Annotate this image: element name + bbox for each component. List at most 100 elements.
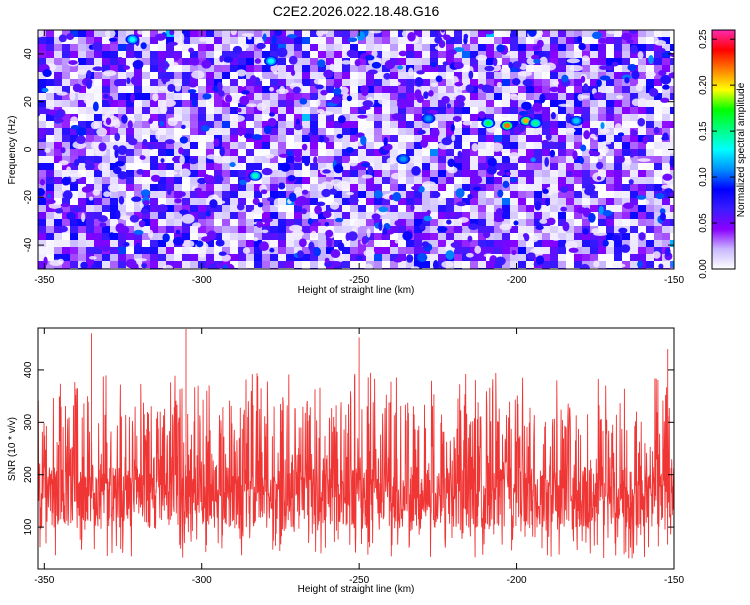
spectrogram-cell [174,247,183,255]
spectrogram-cell [182,86,191,94]
spectrogram-cell [638,142,647,150]
spectrogram-cell [622,205,631,213]
spectrogram-cell [406,261,415,269]
spectrogram-cell [126,86,135,94]
spectrogram-blob [441,137,453,146]
spectrogram-cell [430,86,439,94]
spectrogram-cell [190,135,199,143]
spectrogram-cell [198,114,207,122]
spectrogram-cell [526,205,535,213]
spectrogram-cell [654,261,663,269]
spectrogram-cell [462,79,471,87]
spectrogram-cell [270,261,279,269]
spectrogram-cell [230,86,239,94]
spectrogram-cell [70,233,79,241]
spectrogram-cell [118,86,127,94]
spectrogram-blob [658,263,664,269]
spectrogram-blob [367,165,374,175]
spectrogram-gap [198,37,208,42]
spectrogram-cell [62,156,71,164]
spectrogram-blob [371,213,381,221]
spectrogram-cell [198,170,207,178]
spectrogram-cell [38,93,47,101]
spectrogram-cell [62,58,71,66]
spectrogram-cell [598,44,607,52]
spectrogram-blob [410,204,415,211]
spectrogram-cell [278,254,287,262]
spectrogram-cell [126,128,135,136]
spectrogram-cell [406,135,415,143]
spectrogram-blob [397,65,403,70]
spectrogram-cell [334,142,343,150]
spectrogram-gap [167,117,182,122]
spectrogram-cell [390,177,399,185]
spectrogram-blob [157,204,168,213]
spectrogram-cell [230,65,239,73]
spectrogram-blob [205,210,211,217]
spectrogram-cell [646,51,655,59]
spectrogram-cell [126,205,135,213]
spectrogram-cell [526,142,535,150]
spectrogram-cell [486,58,495,66]
spectrogram-cell [86,170,95,178]
spectrogram-blob [62,190,73,200]
spectrogram-cell [598,51,607,59]
spectrogram-cell [166,212,175,220]
spectrogram-cell [542,79,551,87]
spectrogram-cell [238,198,247,206]
spectrogram-cell [246,184,255,192]
spectrogram-cell [198,44,207,52]
spectrogram-cell [70,44,79,52]
spectrogram-cell [598,142,607,150]
spectrogram-cell [430,58,439,66]
spectrogram-blob [91,41,103,52]
spectrogram-cell [630,149,639,157]
spectrogram-cell [294,72,303,80]
spectrogram-cell [230,247,239,255]
spectrogram-blob [122,65,131,70]
spectrogram-cell [390,128,399,136]
spectrogram-cell [150,212,159,220]
spectrogram-gap [451,134,456,142]
spectrogram-gap [66,166,72,174]
spectrogram-blob [420,139,429,148]
spectrogram-cell [286,212,295,220]
spectrogram-cell [542,107,551,115]
spectrogram-cell [142,142,151,150]
spectrogram-cell [646,261,655,269]
spectrogram-cell [550,247,559,255]
spectrogram-cell [382,212,391,220]
spectrogram-cell [342,254,351,262]
spectrogram-cell [150,205,159,213]
spectrogram-cell [134,191,143,199]
spectrogram-blob [316,201,326,206]
spectrogram-cell [206,128,215,136]
spectrogram-blob [174,198,182,204]
spectrogram-cell [414,121,423,129]
spectrogram-cell [462,100,471,108]
spectrogram-gap [92,189,101,196]
spectrogram-blob [322,169,331,174]
spectrogram-blob [181,124,186,129]
spectrogram-cell [86,128,95,136]
spectrogram-cell [398,205,407,213]
spectrogram-cell [582,107,591,115]
spectrogram-gap [182,239,195,248]
spectrogram-cell [310,177,319,185]
spectrogram-cell [414,114,423,122]
spectrogram-blob [542,188,549,194]
spectrogram-cell [150,37,159,45]
spectrogram-blob [414,89,422,99]
spectrogram-blob [136,168,144,175]
spectrogram-cell [558,170,567,178]
spectrogram-cell [566,205,575,213]
spectrogram-cell [558,107,567,115]
spectrogram-cell [230,261,239,269]
spectrogram-cell [582,79,591,87]
spectrogram-cell [430,37,439,45]
spectrogram-cell [582,191,591,199]
spectrogram-cell [166,205,175,213]
spectrogram-cell [430,51,439,59]
spectrogram-gap [496,81,502,88]
spectrogram-cell [78,65,87,73]
